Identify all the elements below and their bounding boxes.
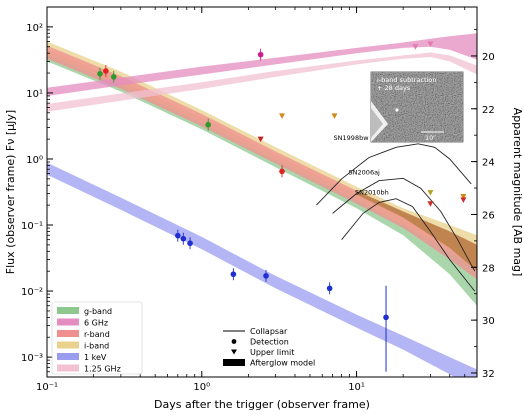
band-r-band [47, 45, 477, 280]
y-tick-label: 10⁰ [26, 155, 43, 166]
plot-frame [46, 6, 478, 378]
plot-area [47, 33, 477, 377]
detection-point [230, 271, 237, 278]
y2-axis-label: Apparent magnitude [AB mag] [511, 108, 524, 277]
legend-marker-label: Detection [250, 338, 289, 347]
inset-title-line2: + 28 days [377, 84, 411, 92]
x-tick-label: 10⁻¹ [36, 382, 58, 393]
legend-swatch [57, 307, 79, 314]
legend-swatch [57, 364, 79, 372]
detection-point [110, 74, 117, 80]
upper-limit-marker [257, 136, 264, 143]
detection-point [205, 121, 211, 128]
upper-limit-marker [460, 194, 467, 200]
y2-tick-label: 20 [482, 52, 495, 63]
y2-tick-label: 22 [482, 105, 495, 116]
detection-point [187, 240, 193, 247]
collapsar-curves [316, 143, 476, 292]
detection-point [175, 232, 181, 239]
y2-tick-label: 30 [482, 316, 495, 327]
upper-limit-marker [427, 190, 434, 196]
detection-point [257, 51, 264, 58]
x-axis-label: Days after the trigger (observer frame) [154, 398, 370, 411]
detection-point [326, 285, 333, 292]
legend-upper-limit-triangle [231, 349, 237, 355]
collapsar-label-sn1998bw: SN1998bw [334, 134, 370, 142]
collapsar-curve-sn1998bw [316, 143, 472, 206]
band-6-ghz [47, 33, 477, 96]
upper-limit-marker [427, 41, 434, 48]
upper-limit-marker [279, 113, 286, 119]
y2-tick-label: 28 [482, 263, 495, 274]
legend-label: 6 GHz [84, 319, 108, 328]
collapsar-curve-sn2006aj [332, 177, 476, 272]
band-1-kev [47, 162, 477, 377]
detection-point [97, 70, 103, 77]
y-tick-label: 10⁻¹ [21, 221, 43, 232]
x-tick-label: 10¹ [348, 382, 365, 393]
upper-limit-marker [412, 44, 419, 50]
legend-swatch [57, 341, 79, 349]
inset-scale-label: 10″ [425, 134, 436, 142]
legend-label: g-band [84, 307, 112, 316]
legend-label: 1 keV [84, 353, 107, 362]
y2-tick-label: 24 [482, 158, 495, 169]
y2-tick-label: 32 [482, 369, 495, 380]
detection-point [383, 314, 389, 321]
legend-afterglow-box [223, 359, 245, 366]
detection-point [180, 235, 187, 242]
x-tick-label: 10⁰ [193, 382, 210, 393]
band-optical-overlap [356, 190, 477, 272]
legend-marker-label: Afterglow model [250, 359, 315, 368]
y-tick-label: 10¹ [26, 89, 43, 100]
y-tick-label: 10⁻² [21, 287, 43, 298]
collapsar-curve-sn2010bh [341, 198, 476, 292]
legend-label: r-band [84, 330, 110, 339]
axes: 10⁻¹ 10⁰ 10¹ 10⁻³ 10⁻² 10⁻¹ 10⁰ 10¹ 10² 20 22 24 26 2… [21, 6, 495, 393]
collapsar-label-sn2006aj: SN2006aj [349, 168, 381, 176]
collapsar-label-sn2010bh: SN2010bh [355, 189, 389, 197]
legend-marker-label: Upper limit [250, 348, 294, 357]
legend-label: 1.25 GHz [84, 365, 121, 374]
legend-marker-label: Collapsar [250, 327, 288, 336]
y-axis-label: Flux (observer frame) Fν [μJy] [4, 110, 17, 274]
inset-noise [371, 72, 463, 142]
upper-limit-marker [427, 201, 434, 207]
inset-image: i-band subtraction + 28 days 10″ [370, 71, 464, 143]
y2-tick-label: 26 [482, 210, 495, 221]
legend-detection-dot [231, 339, 237, 344]
data-points [97, 41, 467, 372]
legend-label: i-band [84, 342, 109, 351]
inset-title-line1: i-band subtraction [377, 76, 436, 84]
detection-point [279, 168, 285, 175]
upper-limit-marker [460, 197, 467, 203]
y-tick-label: 10⁻³ [21, 353, 43, 364]
legend-swatch [57, 318, 79, 326]
upper-limit-marker [331, 113, 338, 119]
inset-galaxy-shadow [371, 108, 383, 138]
legend-swatch [57, 353, 79, 360]
detection-point [263, 273, 269, 279]
legend-bands: g-band 6 GHz r-band i-band 1 keV 1.25 GHz [51, 301, 143, 375]
inset-transient-source [395, 108, 399, 112]
detection-point [103, 68, 109, 74]
legend-swatch [57, 330, 79, 337]
y-tick-label: 10² [26, 23, 43, 34]
model-bands [47, 33, 477, 377]
